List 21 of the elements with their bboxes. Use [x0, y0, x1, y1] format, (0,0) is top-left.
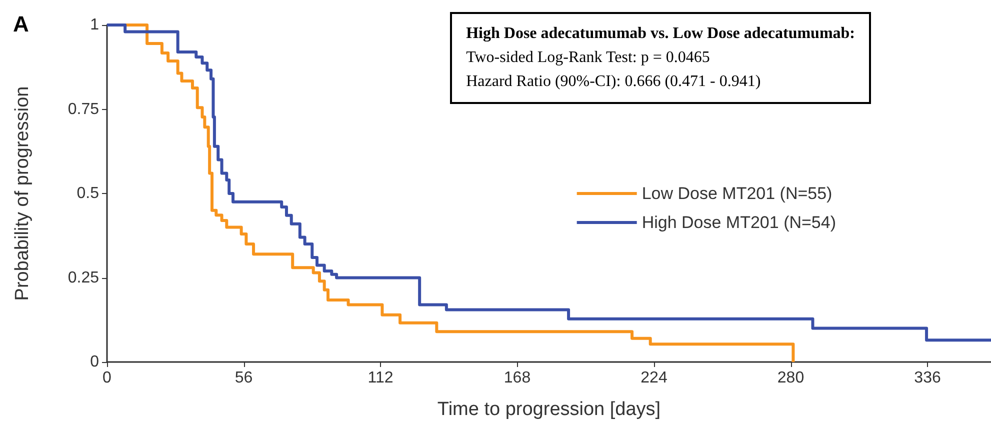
x-tick-label: 112: [368, 370, 394, 386]
y-tick-label: 0: [90, 354, 100, 370]
x-tick-label: 168: [504, 370, 531, 386]
annotation: High Dose adecatumumab vs. Low Dose adecatumumab:: [466, 24, 855, 44]
y-tick-label: 0.5: [76, 185, 100, 202]
legend-label: High Dose MT201 (N=54): [642, 213, 836, 232]
chart-title: A: [13, 12, 29, 36]
x-tick-label: 56: [234, 370, 253, 386]
annotation: Two-sided Log-Rank Test: p = 0.0465: [466, 48, 711, 68]
y-tick-label: 0.75: [68, 100, 100, 118]
y-tick-label: 1: [90, 16, 100, 34]
y-axis-title: Probability of progression: [12, 86, 33, 301]
y-tick-label: 0.25: [68, 269, 100, 286]
annotation: Hazard Ratio (90%-CI): 0.666 (0.471 - 0.941): [466, 72, 762, 92]
legend-label: Low Dose MT201 (N=55): [642, 184, 832, 203]
x-tick-label: 336: [914, 370, 941, 386]
x-tick-label: 280: [777, 370, 804, 386]
x-tick-label: 224: [640, 370, 668, 386]
note-frame: High Dose adecatumumab vs. Low Dose adecatumumab: Two-sided Log-Rank Test: p = 0.0465 Hazard Ratio (90%-CI): 0.666 (0.471 - 0.941): [450, 12, 871, 104]
x-axis-title: Time to progression [days]: [437, 399, 661, 420]
x-tick-label: 0: [102, 370, 112, 386]
